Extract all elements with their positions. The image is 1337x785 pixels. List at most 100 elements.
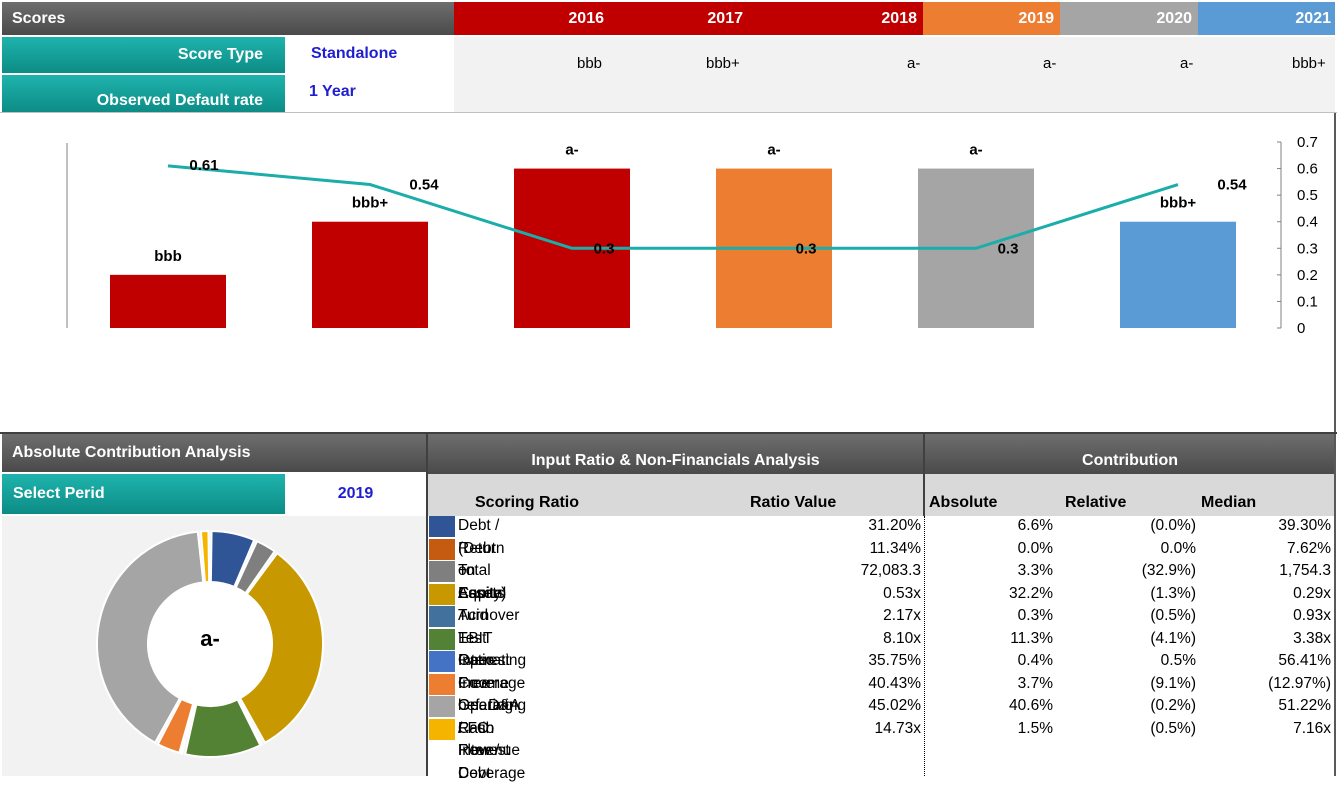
- y-tick-label: 0.4: [1297, 214, 1318, 231]
- bar-label-2017: bbb+: [352, 195, 388, 212]
- bar-label-2018: a-: [565, 142, 578, 159]
- table-row-name: Acid Test Ratio: [458, 607, 495, 669]
- row-swatch: [429, 673, 455, 695]
- default-rate-value[interactable]: 1 Year: [309, 83, 356, 100]
- divider-mid-dotted: [924, 516, 925, 776]
- score-row-bg: [454, 37, 1335, 112]
- contribution-donut-chart: [96, 529, 324, 758]
- table-row-relative: 0.0%: [1160, 539, 1196, 557]
- table-row-name: FFO Interest Coverage: [458, 719, 526, 782]
- score-2020: a-: [1180, 55, 1194, 72]
- donut-slice: [234, 539, 277, 595]
- bar-label-2021: bbb+: [1160, 195, 1196, 212]
- table-row-name: Total Assets: [458, 562, 505, 602]
- row-swatch: [429, 718, 455, 740]
- table-row-name: Debt / (Debt + Equity): [458, 517, 507, 602]
- bar-2021: [1120, 221, 1236, 328]
- table-row-value: 14.73x: [874, 719, 921, 737]
- table-row-median: 7.62%: [1287, 539, 1331, 557]
- line-label-2019: 0.3: [796, 240, 817, 257]
- table-row-name: Gearing Ratio: [458, 697, 514, 737]
- table-row-median: (12.97%): [1268, 674, 1331, 692]
- table-row-relative: (4.1%): [1150, 629, 1196, 647]
- y-tick-label: 0: [1297, 320, 1305, 337]
- line-label-2016: 0.61: [189, 157, 218, 174]
- line-label-2018: 0.3: [594, 240, 615, 257]
- col-relative: Relative: [1065, 494, 1127, 511]
- donut-slice: [156, 697, 195, 754]
- donut-slice: [183, 698, 262, 758]
- table-row-value: 2.17x: [883, 607, 921, 624]
- default-rate-line: [167, 164, 1179, 250]
- year-header-2016: 2016: [568, 10, 604, 27]
- table-row-relative: (0.5%): [1150, 719, 1196, 737]
- col-median: Median: [1201, 494, 1257, 511]
- table-row-absolute: 32.2%: [1009, 584, 1053, 602]
- divider-right: [1334, 434, 1336, 776]
- bar-2016: [110, 274, 226, 328]
- score-2017: bbb+: [706, 55, 740, 72]
- table-row-median: 0.93x: [1293, 607, 1331, 624]
- row-swatch: [429, 628, 455, 650]
- table-row-value: 35.75%: [868, 652, 921, 669]
- table-row-relative: (0.5%): [1150, 607, 1196, 624]
- ratio-col-header-bg: [428, 474, 923, 516]
- score-2021: bbb+: [1292, 55, 1326, 72]
- contribution-header: Contribution: [925, 434, 1335, 474]
- y-tick-label: 0.7: [1297, 134, 1318, 151]
- year-header-2017: 2017: [707, 10, 743, 27]
- table-row-median: 1,754.3: [1279, 562, 1331, 579]
- donut-slice: [238, 551, 324, 745]
- table-row-relative: (0.2%): [1150, 697, 1196, 714]
- line-label-2017: 0.54: [409, 177, 439, 194]
- table-row-value: 31.20%: [868, 517, 921, 534]
- scores-header: Scores: [2, 2, 454, 35]
- year-header-2018: 2018: [881, 10, 917, 27]
- bar-label-2019: a-: [767, 142, 780, 159]
- table-row-value: 11.34%: [869, 539, 921, 557]
- chart-top-border: [0, 112, 1337, 113]
- col-scoring-ratio: Scoring Ratio: [475, 494, 580, 511]
- default-rate-label: Observed Default rate: [2, 75, 285, 112]
- table-row-name: Operating Income bef. D&A / Revenue: [458, 652, 527, 759]
- table-row-value: 0.53x: [883, 584, 921, 602]
- table-row-value: 45.02%: [868, 697, 921, 714]
- year-band-gray: [1060, 2, 1198, 35]
- table-row-median: 56.41%: [1278, 652, 1331, 669]
- contribution-analysis-header: Absolute Contribution Analysis: [2, 434, 426, 472]
- table-row-relative: (9.1%): [1150, 674, 1196, 692]
- year-header-2021: 2021: [1295, 10, 1331, 27]
- bottom-top-border: [0, 432, 1337, 434]
- table-row-name: Asset Turnover: [458, 584, 520, 625]
- year-header-2019: 2019: [1018, 10, 1054, 27]
- select-period-value[interactable]: 2019: [337, 485, 374, 502]
- table-row-value: 72,083.3: [860, 562, 921, 579]
- year-band-orange: [923, 2, 1060, 35]
- table-row-absolute: 0.4%: [1017, 652, 1053, 669]
- table-row-value: 40.43%: [868, 674, 921, 692]
- y-tick-label: 0.3: [1297, 240, 1318, 257]
- table-row-absolute: 3.3%: [1017, 562, 1053, 579]
- table-row-relative: (32.9%): [1141, 562, 1196, 579]
- y-tick-label: 0.1: [1297, 293, 1318, 310]
- row-swatch: [429, 696, 455, 717]
- table-row-relative: 0.5%: [1160, 652, 1196, 669]
- select-period-label: Select Perid: [2, 474, 285, 514]
- line-label-2021: 0.54: [1217, 177, 1247, 194]
- score-2019: a-: [1043, 55, 1057, 72]
- y-tick-label: 0.5: [1297, 187, 1318, 204]
- score-type-value[interactable]: Standalone: [311, 45, 398, 62]
- row-swatch: [429, 516, 455, 537]
- year-band-red: [454, 2, 923, 35]
- donut-slice: [209, 529, 256, 589]
- divider-left: [426, 434, 428, 776]
- col-ratio-value: Ratio Value: [750, 494, 837, 511]
- line-label-2020: 0.3: [998, 240, 1019, 257]
- table-row-absolute: 1.5%: [1017, 719, 1053, 737]
- table-row-absolute: 0.0%: [1017, 539, 1053, 557]
- row-swatch: [429, 651, 455, 672]
- row-swatch: [429, 538, 455, 560]
- score-2016: bbb: [577, 55, 603, 72]
- bar-label-2016: bbb: [154, 248, 182, 265]
